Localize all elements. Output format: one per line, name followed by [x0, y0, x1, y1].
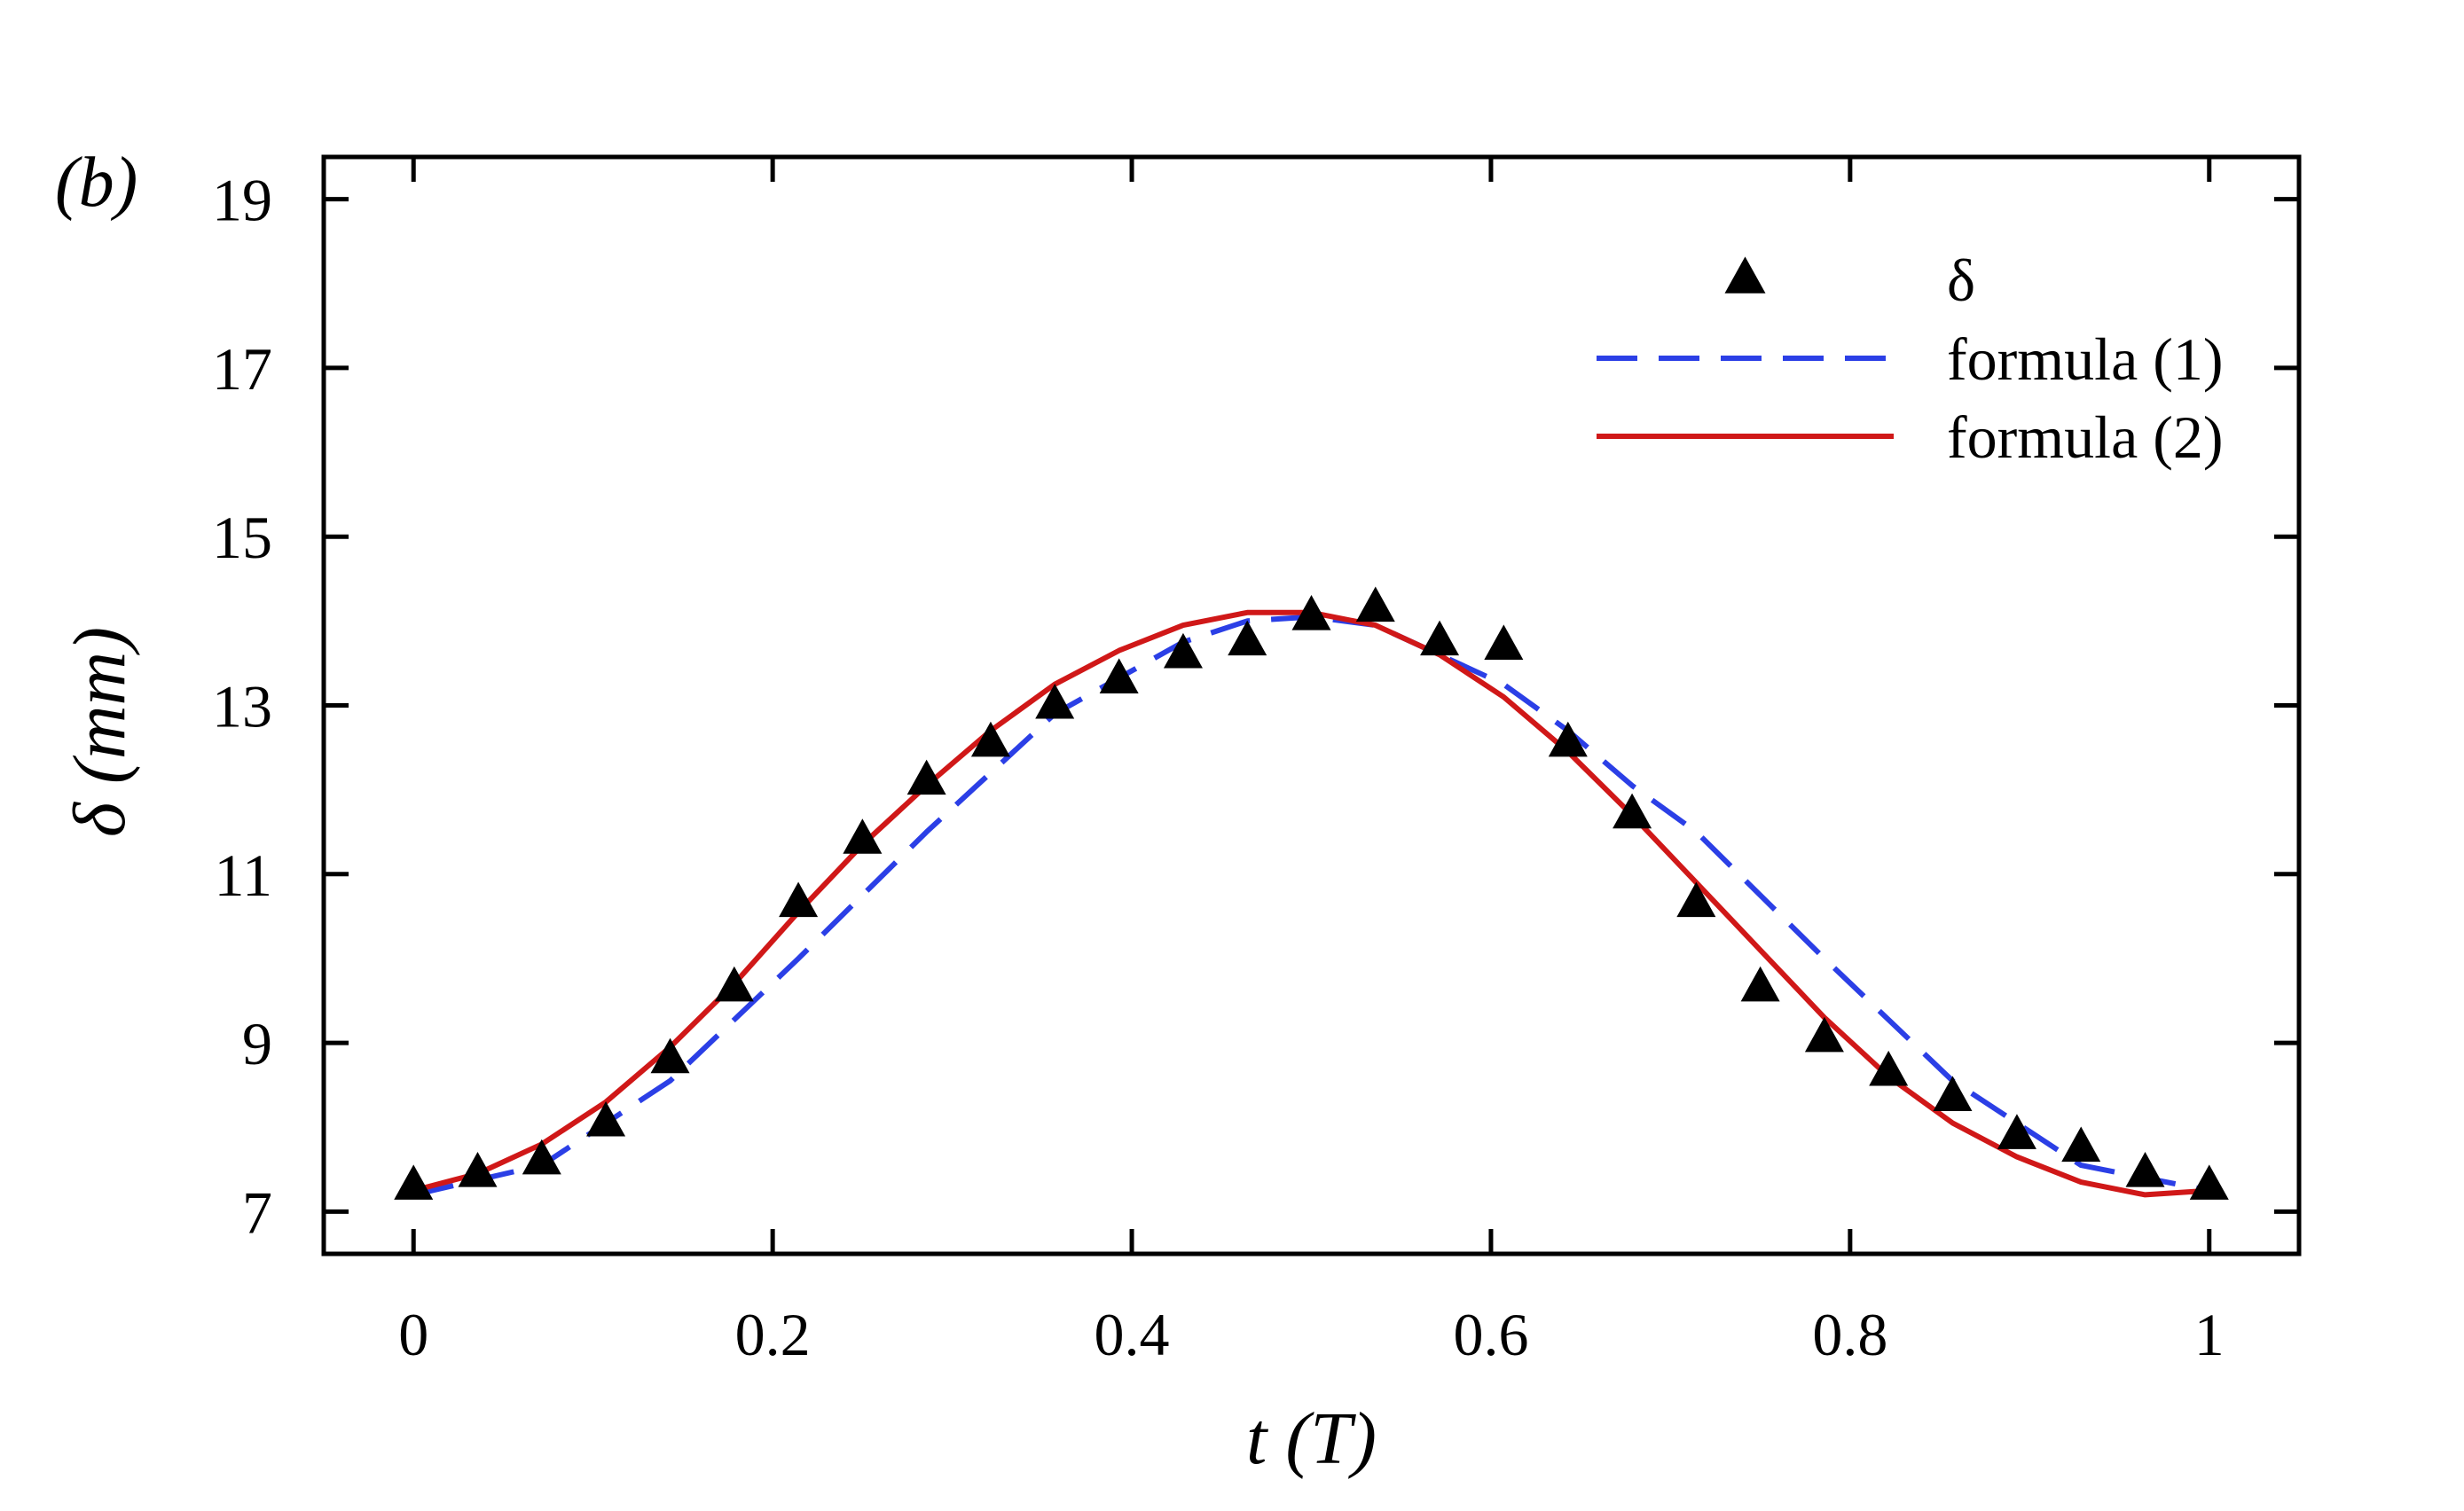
y-axis: 7 9 11 13 15 17 19: [212, 167, 2299, 1246]
y-axis-label: δ (mm): [59, 627, 141, 837]
data-point-delta: [1291, 595, 1331, 630]
data-point-delta: [2189, 1164, 2229, 1200]
data-point-delta: [779, 881, 819, 918]
y-tick-label: 17: [212, 335, 272, 403]
data-point-delta: [1804, 1016, 1844, 1053]
data-point-delta: [522, 1139, 561, 1175]
data-point-delta: [2125, 1152, 2165, 1187]
data-point-delta: [1676, 881, 1716, 918]
data-point-delta: [1740, 966, 1780, 1002]
data-point-delta: [1035, 683, 1075, 719]
x-tick-label: 0.6: [1453, 1301, 1528, 1368]
legend-label: formula (2): [1947, 403, 2224, 471]
data-point-delta: [394, 1164, 434, 1200]
data-point-delta: [1228, 620, 1267, 656]
data-point-delta: [1613, 793, 1652, 829]
y-tick-label: 7: [242, 1178, 272, 1246]
data-point-delta: [1997, 1114, 2036, 1149]
legend: δ formula (1) formula (2): [1597, 247, 2224, 471]
data-point-delta: [650, 1037, 690, 1074]
panel-label: (b): [55, 144, 137, 222]
x-tick-label: 0.8: [1812, 1301, 1887, 1368]
data-point-delta: [458, 1152, 498, 1187]
x-tick-label: 0: [398, 1301, 428, 1368]
data-point-delta: [2061, 1126, 2101, 1163]
legend-label: δ: [1947, 247, 1975, 314]
x-tick-label: 0.2: [735, 1301, 811, 1368]
data-point-delta: [1484, 624, 1524, 660]
data-point-delta: [586, 1100, 626, 1137]
plot-frame: [321, 154, 2302, 1257]
y-tick-label: 11: [215, 842, 272, 909]
plot-area: [394, 586, 2229, 1200]
x-axis-label: t (T): [1246, 1397, 1377, 1480]
y-tick-label: 9: [242, 1010, 272, 1077]
y-tick-label: 13: [212, 673, 272, 740]
legend-marker-delta: [1724, 256, 1766, 294]
data-point-delta: [1163, 632, 1203, 669]
x-tick-label: 1: [2194, 1301, 2225, 1368]
y-tick-label: 15: [212, 504, 272, 571]
x-tick-label: 0.4: [1095, 1301, 1170, 1368]
data-point-delta: [970, 721, 1010, 757]
data-point-delta: [1548, 721, 1588, 757]
x-axis: 0 0.2 0.4 0.6 0.8 1: [398, 157, 2225, 1368]
data-point-delta: [843, 818, 883, 854]
data-point-delta: [1355, 586, 1395, 622]
y-tick-label: 19: [212, 167, 272, 234]
data-point-delta: [1869, 1050, 1909, 1086]
data-point-delta: [1420, 620, 1460, 656]
series-line-formula-1: [412, 614, 2210, 1198]
legend-label: formula (1): [1947, 325, 2224, 393]
data-point-delta: [714, 966, 754, 1002]
data-point-delta: [906, 759, 946, 795]
data-point-delta: [1933, 1076, 1973, 1112]
data-point-delta: [1099, 658, 1139, 694]
